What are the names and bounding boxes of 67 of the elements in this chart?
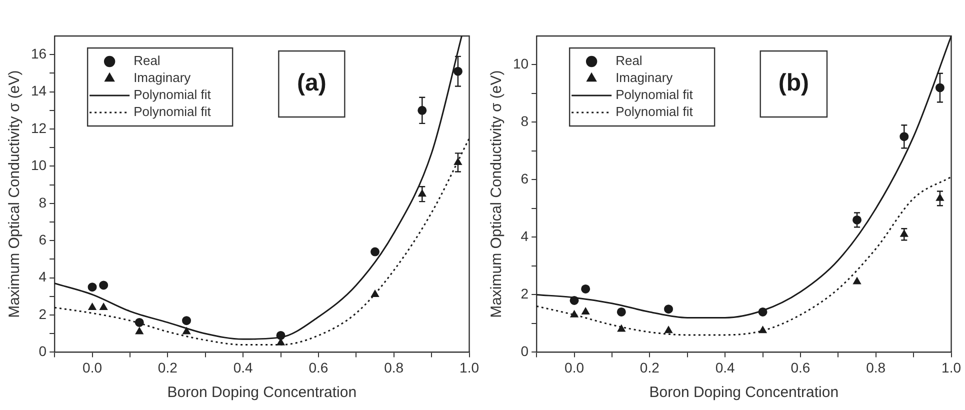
y-tick-label: 6 <box>520 170 529 187</box>
y-tick-label: 2 <box>38 306 47 322</box>
y-tick-label: 10 <box>30 157 47 174</box>
point <box>616 307 626 316</box>
point <box>182 316 192 326</box>
x-tick-label: 0.0 <box>82 359 102 376</box>
point <box>758 326 767 334</box>
y-tick-label: 6 <box>38 231 47 248</box>
line-series <box>536 36 952 318</box>
x-tick-label: 0.6 <box>308 359 328 376</box>
y-tick-label: 8 <box>520 113 529 130</box>
legend-label: Polynomial fit <box>616 87 694 102</box>
legend-label: Polynomial fit <box>134 104 212 120</box>
point <box>99 280 108 290</box>
y-tick-label: 12 <box>30 120 47 136</box>
x-tick-label: 0.0 <box>564 359 584 376</box>
point <box>758 307 768 316</box>
point <box>135 327 144 334</box>
legend-label: Imaginary <box>134 70 192 86</box>
point <box>617 324 626 332</box>
x-axis-title: Boron Doping Concentration <box>649 384 839 402</box>
x-axis-title: Boron Doping Concentration <box>167 384 357 402</box>
legend-label: Real <box>134 53 160 68</box>
y-tick-label: 4 <box>520 228 529 244</box>
x-tick-label: 0.6 <box>790 359 810 376</box>
point <box>371 290 379 298</box>
point <box>134 318 144 327</box>
y-tick-label: 0 <box>520 343 529 360</box>
legend-label: Polynomial fit <box>134 87 212 102</box>
point <box>100 303 108 310</box>
x-tick-label: 0.2 <box>158 359 178 376</box>
x-tick-label: 1.0 <box>460 359 480 376</box>
legend-label: Real <box>616 53 642 68</box>
y-tick-label: 10 <box>512 56 529 72</box>
point <box>88 303 96 310</box>
x-tick-label: 0.8 <box>866 359 886 376</box>
y-tick-label: 14 <box>30 82 47 99</box>
x-tick-label: 0.2 <box>640 359 660 376</box>
point <box>88 282 97 292</box>
line-series <box>54 138 470 346</box>
line-series <box>54 36 462 340</box>
point <box>276 330 286 340</box>
point <box>570 296 579 305</box>
legend-label: Polynomial fit <box>616 104 694 120</box>
point <box>853 277 861 284</box>
y-axis-title: Maximum Optical Conductivity σ (eV) <box>6 70 24 318</box>
point <box>370 247 380 256</box>
y-tick-label: 16 <box>30 45 47 62</box>
y-tick-label: 8 <box>38 194 47 210</box>
point <box>582 307 590 314</box>
x-tick-label: 0.4 <box>715 359 736 376</box>
annotation: (a) <box>297 70 326 97</box>
line-series <box>536 176 952 336</box>
legend-label: Imaginary <box>616 70 674 86</box>
point <box>570 310 578 318</box>
y-axis-title: Maximum Optical Conductivity σ (eV) <box>488 70 506 318</box>
x-tick-label: 0.4 <box>233 359 254 376</box>
annotation: (b) <box>778 70 810 97</box>
point <box>664 304 674 314</box>
point <box>182 327 190 334</box>
point <box>664 326 672 334</box>
x-tick-label: 0.8 <box>384 359 404 376</box>
y-tick-label: 0 <box>38 343 47 360</box>
point <box>581 284 590 294</box>
x-tick-label: 1.0 <box>942 359 962 376</box>
y-tick-label: 2 <box>520 286 529 302</box>
y-tick-label: 4 <box>38 268 47 285</box>
